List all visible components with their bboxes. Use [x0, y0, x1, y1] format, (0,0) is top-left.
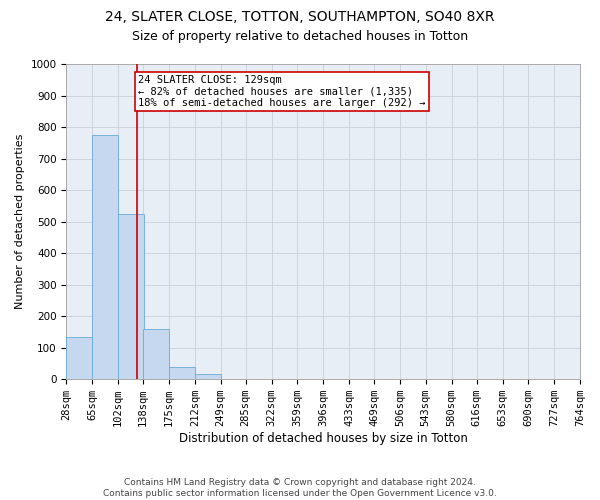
Text: 24, SLATER CLOSE, TOTTON, SOUTHAMPTON, SO40 8XR: 24, SLATER CLOSE, TOTTON, SOUTHAMPTON, S… [105, 10, 495, 24]
Text: Contains HM Land Registry data © Crown copyright and database right 2024.
Contai: Contains HM Land Registry data © Crown c… [103, 478, 497, 498]
Bar [143, 329, 169, 379]
Bar [67, 336, 92, 379]
Bar [195, 374, 221, 379]
Bar [118, 214, 144, 379]
Bar [169, 367, 195, 379]
Y-axis label: Number of detached properties: Number of detached properties [15, 134, 25, 310]
X-axis label: Distribution of detached houses by size in Totton: Distribution of detached houses by size … [179, 432, 467, 445]
Bar [92, 135, 118, 379]
Text: 24 SLATER CLOSE: 129sqm
← 82% of detached houses are smaller (1,335)
18% of semi: 24 SLATER CLOSE: 129sqm ← 82% of detache… [138, 75, 426, 108]
Text: Size of property relative to detached houses in Totton: Size of property relative to detached ho… [132, 30, 468, 43]
